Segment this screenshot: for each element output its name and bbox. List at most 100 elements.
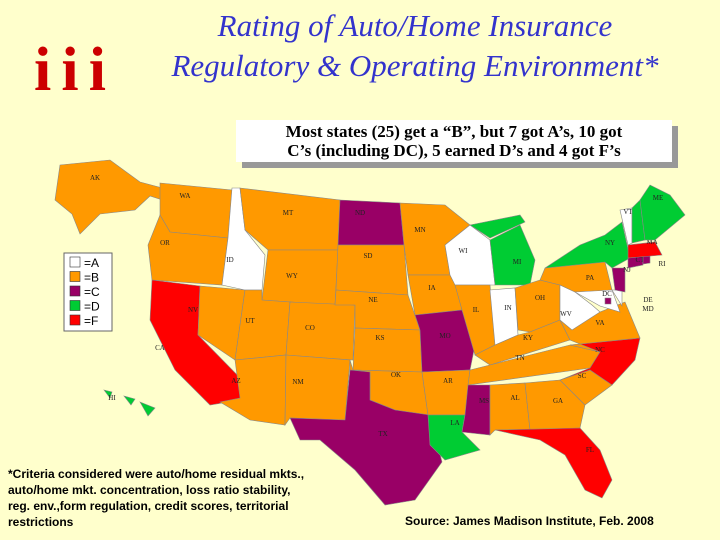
state-shape xyxy=(159,182,233,239)
callout-text: C’s (including DC), 5 earned D’s and 4 g… xyxy=(287,141,621,160)
state-label: MO xyxy=(439,332,450,340)
state-shape xyxy=(285,301,356,361)
source: Source: James Madison Institute, Feb. 20… xyxy=(405,514,654,528)
state-label: ID xyxy=(226,256,233,264)
state-label: KY xyxy=(523,334,533,342)
state-shape xyxy=(639,184,686,241)
state-shape xyxy=(103,389,113,399)
state-label: NV xyxy=(188,306,198,314)
title-line: Rating of Auto/Home Insurance xyxy=(217,8,613,43)
state-label: GA xyxy=(553,397,563,405)
legend-label: =A xyxy=(84,256,99,270)
state-label: ND xyxy=(355,209,365,217)
state-shape xyxy=(284,354,351,426)
state-shape xyxy=(139,401,156,417)
state-label: OK xyxy=(391,371,401,379)
state-shape xyxy=(352,327,423,373)
title-line: Regulatory & Operating Environment* xyxy=(170,48,659,83)
map: AK HI WA OR CA NV ID MT WY UT AZ CO NM ND SD NE KS OK TX MN… xyxy=(54,159,686,506)
state-shape xyxy=(461,384,491,436)
state-shape xyxy=(489,224,536,286)
state-shape xyxy=(261,249,339,306)
state-label: MI xyxy=(513,258,522,266)
state-label: MS xyxy=(479,397,489,405)
legend-swatch xyxy=(69,271,81,282)
legend-swatch xyxy=(69,256,81,268)
state-label: CO xyxy=(305,324,315,332)
callout-text: Most states (25) get a “B”, but 7 got A’… xyxy=(286,122,623,141)
state-shape xyxy=(123,395,136,406)
footnote: reg. env.,form regulation, credit scores… xyxy=(8,499,289,513)
state-label: CT xyxy=(636,256,646,264)
legend-label: =C xyxy=(84,285,100,299)
state-label: IA xyxy=(428,284,435,292)
state-label: SD xyxy=(364,252,373,260)
state-shape xyxy=(469,214,526,239)
legend-label: =F xyxy=(84,314,98,328)
state-label: IN xyxy=(504,304,511,312)
state-label: PA xyxy=(586,274,594,282)
state-label: WY xyxy=(286,272,298,280)
state-label: AZ xyxy=(231,377,240,385)
state-label: UT xyxy=(245,317,255,325)
state-shape xyxy=(54,159,196,235)
state-label: KS xyxy=(376,334,385,342)
state-label: DE xyxy=(643,296,652,304)
state-label: NC xyxy=(595,346,605,354)
footnote: auto/home mkt. concentration, loss ratio… xyxy=(8,483,291,497)
state-shape xyxy=(573,289,621,313)
state-label: AR xyxy=(443,377,453,385)
state-label: MT xyxy=(283,209,294,217)
state-label: RI xyxy=(659,260,667,268)
state-shape xyxy=(289,369,443,506)
legend-swatch xyxy=(69,300,81,311)
legend-swatch xyxy=(69,285,81,297)
callout-box xyxy=(236,120,672,162)
state-label: TN xyxy=(515,354,524,362)
state-shape xyxy=(611,267,626,293)
legend-swatch xyxy=(69,314,81,326)
state-label: WI xyxy=(459,247,469,255)
legend-label: =D xyxy=(84,300,100,314)
state-shape xyxy=(221,187,266,291)
legend: =A=B=C=D=F xyxy=(69,256,100,328)
state-label: OH xyxy=(535,294,545,302)
state-label: WV xyxy=(560,310,572,318)
state-label: WA xyxy=(180,192,191,200)
state-label: OR xyxy=(160,239,170,247)
footnote: restrictions xyxy=(8,515,74,529)
state-label: MN xyxy=(414,226,425,234)
state-shape xyxy=(489,382,531,436)
state-shape xyxy=(559,301,641,353)
state-label: HI xyxy=(108,394,116,402)
state-shape xyxy=(559,337,641,386)
logo: iii xyxy=(34,36,106,104)
state-label: FL xyxy=(586,446,594,454)
state-label: IL xyxy=(473,306,480,314)
state-label: MD xyxy=(642,305,653,313)
state-shape xyxy=(524,379,586,431)
state-label: CA xyxy=(155,344,165,352)
state-label: NE xyxy=(368,296,377,304)
state-label: NJ xyxy=(623,266,631,274)
state-label: TX xyxy=(378,430,387,438)
state-label: VT xyxy=(623,208,633,216)
state-shape xyxy=(337,199,405,246)
state-shape xyxy=(494,427,613,499)
state-label: AK xyxy=(90,174,100,182)
state-shape xyxy=(604,297,612,305)
state-label: ME xyxy=(653,194,664,202)
state-label: DC xyxy=(602,290,612,298)
state-label: NM xyxy=(292,378,304,386)
state-label: LA xyxy=(450,419,459,427)
state-label: AL xyxy=(510,394,519,402)
state-label: NY xyxy=(605,239,615,247)
state-label: MA xyxy=(646,238,657,246)
state-label: SC xyxy=(578,372,587,380)
legend-label: =B xyxy=(84,271,99,285)
state-label: VA xyxy=(595,319,604,327)
state-shape xyxy=(627,241,663,259)
state-shape xyxy=(489,287,519,346)
state-shape xyxy=(474,319,571,366)
